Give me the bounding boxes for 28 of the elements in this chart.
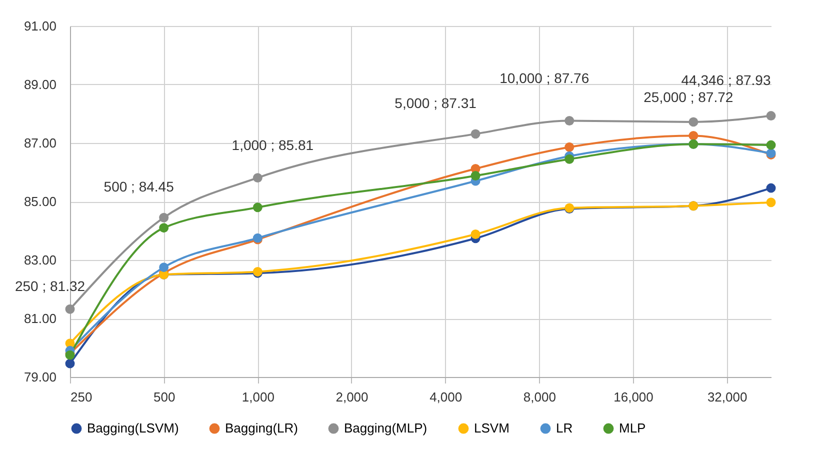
legend-label: LSVM bbox=[474, 420, 510, 436]
legend-label: MLP bbox=[619, 420, 646, 436]
x-tick-label: 16,000 bbox=[614, 390, 654, 404]
annotation: 1,000 ; 85.81 bbox=[232, 136, 314, 153]
y-tick-label: 81.00 bbox=[24, 311, 56, 326]
annotation: 250 ; 81.32 bbox=[14, 278, 86, 294]
x-tick-label: 8,000 bbox=[523, 390, 556, 404]
y-tick-label: 91.00 bbox=[24, 18, 56, 34]
y-tick-label: 89.00 bbox=[24, 77, 56, 92]
y-tick-label: 87.00 bbox=[24, 136, 56, 150]
legend-label: Bagging(LR) bbox=[225, 420, 298, 436]
y-tick-label: 85.00 bbox=[24, 194, 56, 209]
x-tick-label: 2,000 bbox=[336, 390, 368, 404]
legend-label: Bagging(LSVM) bbox=[87, 420, 179, 436]
x-tick-label: 250 bbox=[70, 390, 92, 404]
x-tick-label: 1,000 bbox=[242, 390, 274, 404]
y-tick-label: 79.00 bbox=[24, 370, 56, 384]
annotation: 10,000 ; 87.76 bbox=[500, 70, 590, 86]
legend-label: Bagging(MLP) bbox=[344, 420, 428, 436]
x-tick-label: 500 bbox=[153, 390, 176, 404]
annotation: 500 ; 84.45 bbox=[104, 178, 174, 195]
x-tick-label: 4,000 bbox=[430, 390, 462, 404]
annotation: 44,346 ; 87.93 bbox=[681, 72, 771, 88]
y-tick-label: 83.00 bbox=[24, 252, 56, 268]
legend-label: LR bbox=[556, 420, 573, 436]
annotation: 5,000 ; 87.31 bbox=[394, 94, 477, 111]
x-tick-label: 32,000 bbox=[707, 390, 748, 404]
annotation: 25,000 ; 87.72 bbox=[644, 88, 734, 105]
